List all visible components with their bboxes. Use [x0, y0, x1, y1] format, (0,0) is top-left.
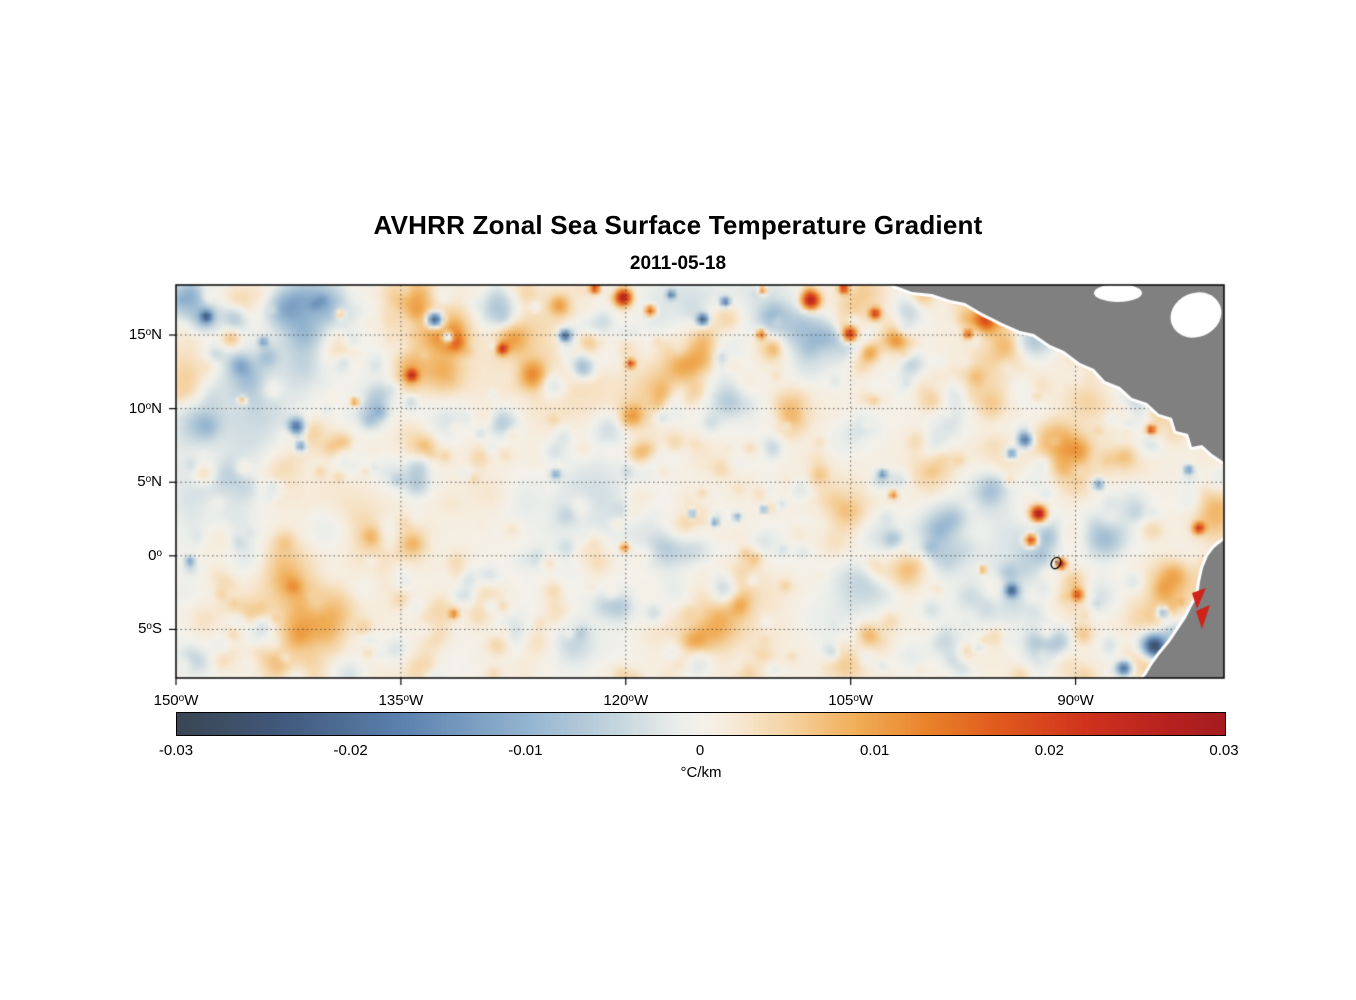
y-tick-label: 0o	[148, 546, 162, 564]
colorbar-tick-label: 0.01	[860, 742, 890, 759]
y-tick-label: 5oS	[138, 620, 162, 638]
colorbar-tick-label: -0.02	[333, 742, 368, 759]
colorbar-tick-label: -0.01	[508, 742, 543, 759]
colorbar	[176, 712, 1226, 736]
colorbar-ticks: -0.03 -0.02 -0.01 0 0.01 0.02 0.03	[159, 742, 1239, 762]
colorbar-tick-label: 0	[695, 742, 705, 759]
chart-date: 2011-05-18	[629, 253, 727, 274]
colorbar-canvas	[176, 712, 1226, 736]
x-tick-label: 90oW	[1057, 692, 1094, 709]
x-tick-label: 150oW	[153, 692, 199, 709]
chart-title: AVHRR Zonal Sea Surface Temperature Grad…	[373, 210, 983, 240]
x-tick-label: 120oW	[603, 692, 649, 709]
colorbar-units-label: °C/km	[680, 764, 722, 781]
colorbar-tick-label: -0.03	[158, 742, 194, 759]
x-tick-label: 105oW	[828, 692, 874, 709]
y-tick-label: 5oN	[137, 473, 162, 491]
map-canvas	[166, 275, 1234, 688]
colorbar-tick-label: 0.02	[1034, 742, 1064, 759]
map-plot	[166, 275, 1234, 688]
x-tick-label: 135oW	[378, 692, 424, 709]
y-tick-label: 15oN	[128, 326, 162, 344]
colorbar-tick-label: 0.03	[1209, 742, 1239, 759]
y-tick-label: 10oN	[128, 399, 162, 417]
x-axis-ticks: 150oW 135oW 120oW 105oW 90oW	[154, 692, 1224, 716]
